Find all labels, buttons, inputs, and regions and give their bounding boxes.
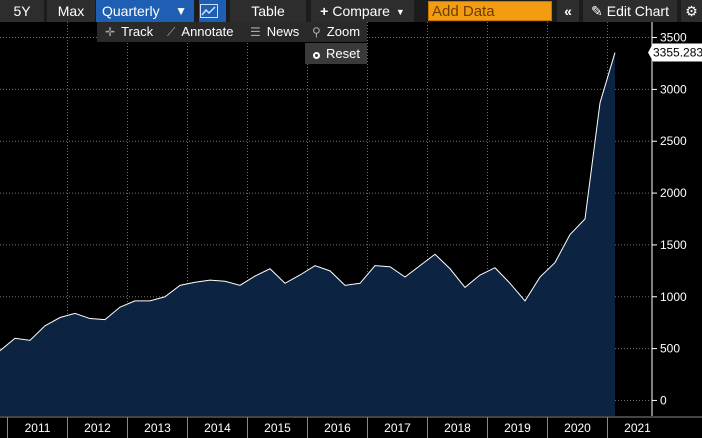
x-tick-label: 2012 <box>84 421 111 435</box>
series-line <box>0 52 616 352</box>
x-tick-label: 2018 <box>444 421 471 435</box>
chart-tools-bar: ✛ Track ⟋ Annotate ☰ News ⚲ Zoom <box>97 22 367 42</box>
x-axis: 2011 2012 2013 2014 2015 2016 2017 2018 2019 2020… <box>0 416 702 438</box>
range-max-button[interactable]: Max <box>47 0 95 22</box>
gear-icon: ⚙ <box>685 3 698 19</box>
caret-down-icon: ▼ <box>395 7 405 17</box>
y-tick-label: 3000 <box>660 82 687 96</box>
x-tick-label: 2015 <box>264 421 291 435</box>
reset-button[interactable]: Reset <box>305 43 367 64</box>
last-value-box <box>648 43 702 62</box>
caret-down-icon: ▼ <box>175 4 187 18</box>
y-tick-label: 2500 <box>660 134 687 148</box>
last-value-text: 3355.283 <box>653 46 702 60</box>
y-tick-label: 0 <box>660 393 667 407</box>
radio-icon <box>313 52 320 59</box>
x-tick-label: 2013 <box>144 421 171 435</box>
track-label: Track <box>121 24 154 39</box>
area-fill <box>0 52 615 417</box>
news-tool[interactable]: ☰ News <box>250 22 299 42</box>
zoom-label: Zoom <box>326 24 361 39</box>
plus-icon: + <box>320 3 329 19</box>
line-chart-icon <box>200 4 218 18</box>
x-tick-label: 2014 <box>204 421 231 435</box>
frequency-dropdown[interactable]: Quarterly ▼ <box>96 0 194 22</box>
crosshair-icon: ✛ <box>105 25 116 39</box>
zoom-tool[interactable]: ⚲ Zoom <box>312 22 360 42</box>
compare-label: Compare <box>332 3 390 19</box>
double-chevron-left-icon: « <box>564 3 572 19</box>
x-tick-label: 2016 <box>324 421 351 435</box>
y-tick-label: 1500 <box>660 238 687 252</box>
y-axis: 0 500 1000 1500 2000 2500 3000 3500 <box>651 22 687 416</box>
frequency-label: Quarterly <box>102 3 160 19</box>
chart-type-button[interactable] <box>199 0 226 22</box>
x-tick-label: 2019 <box>504 421 531 435</box>
compare-button[interactable]: + Compare ▼ <box>311 0 414 22</box>
track-tool[interactable]: ✛ Track <box>105 22 153 42</box>
annotate-tool[interactable]: ⟋ Annotate <box>167 22 233 42</box>
collapse-button[interactable]: « <box>557 0 579 22</box>
pencil-icon: ✎ <box>591 3 603 19</box>
add-data-input[interactable] <box>428 1 552 21</box>
x-axis-band <box>0 417 702 438</box>
y-tick-label: 1000 <box>660 290 687 304</box>
edit-chart-button[interactable]: ✎ Edit Chart <box>583 0 677 22</box>
y-tick-label: 3500 <box>660 31 687 45</box>
edit-chart-label: Edit Chart <box>606 3 669 19</box>
x-tick-label: 2011 <box>25 421 51 435</box>
reset-label: Reset <box>326 46 360 61</box>
x-tick-label: 2021 <box>624 421 651 435</box>
x-tick-label: 2020 <box>564 421 591 435</box>
last-value-label: 3355.283 <box>648 43 702 62</box>
y-tick-label: 2000 <box>660 186 687 200</box>
news-icon: ☰ <box>250 25 261 39</box>
pencil-icon: ⟋ <box>167 25 176 39</box>
annotate-label: Annotate <box>181 24 234 39</box>
news-label: News <box>266 24 300 39</box>
x-tick-label: 2017 <box>384 421 411 435</box>
range-5y-button[interactable]: 5Y <box>0 0 44 22</box>
settings-button[interactable]: ⚙ <box>681 0 702 22</box>
magnifier-icon: ⚲ <box>312 25 321 39</box>
table-button[interactable]: Table <box>230 0 306 22</box>
y-tick-label: 500 <box>660 342 680 356</box>
chart-toolbar: 5Y Max Quarterly ▼ Table +Compare ▼ « ✎Ed… <box>0 0 702 22</box>
